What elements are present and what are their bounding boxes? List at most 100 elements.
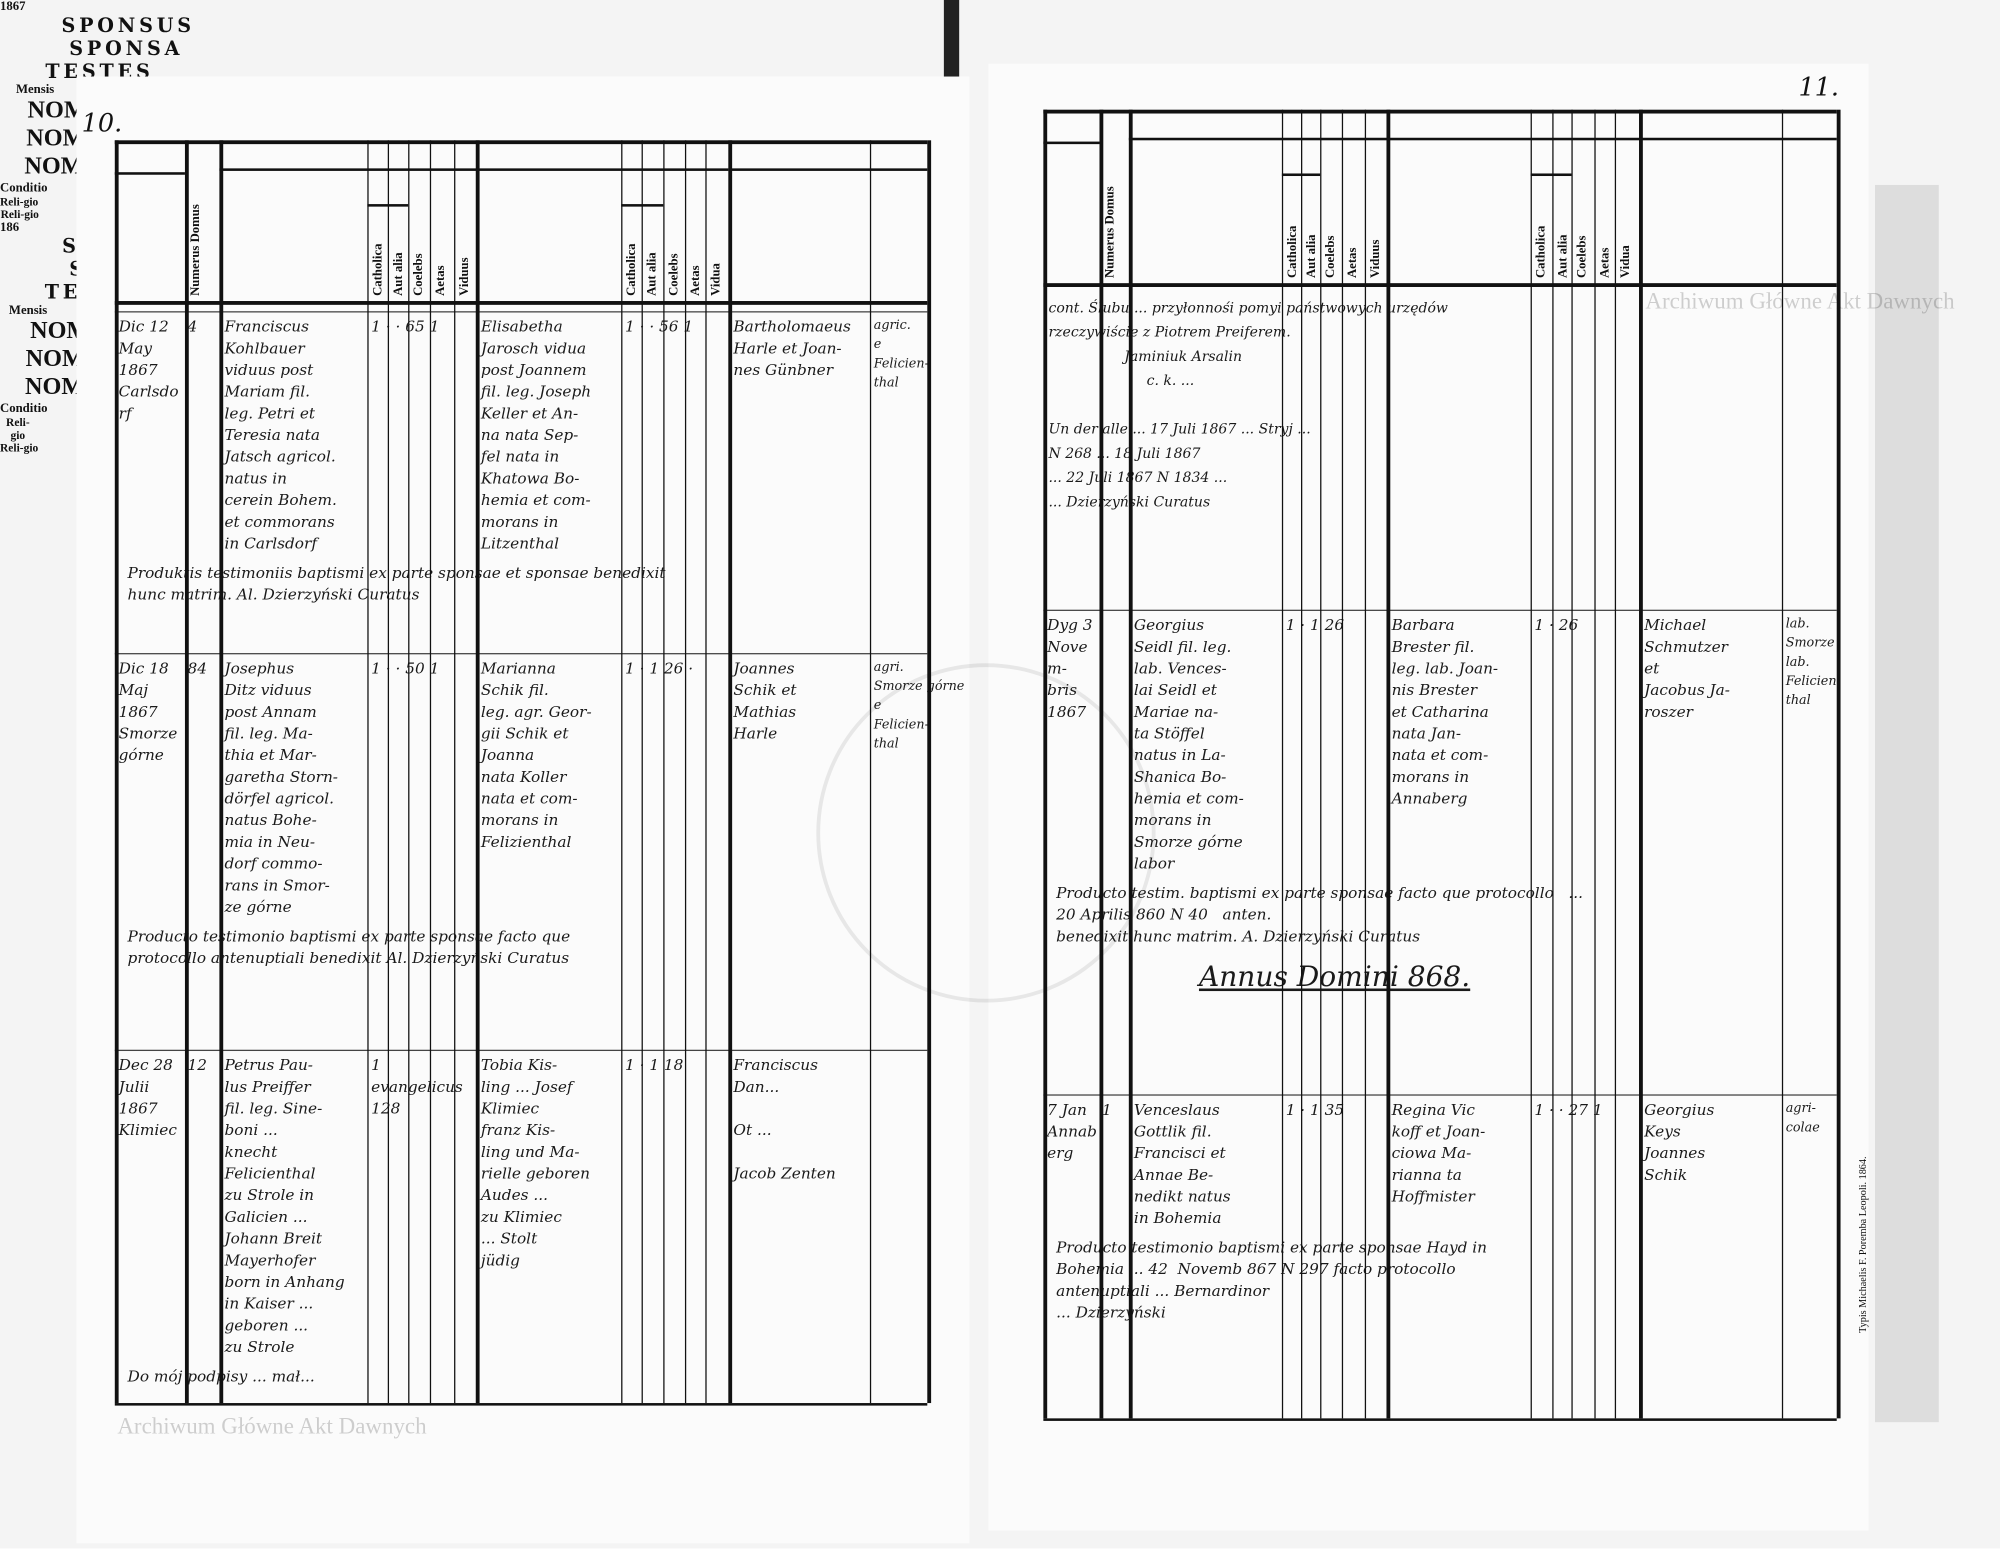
column-rule (475, 140, 480, 1404)
aetas-header: Aetas (1598, 247, 1613, 279)
column-rule (387, 140, 390, 1404)
entry-sponsus-attributes: 1 · · 65 1 (371, 317, 440, 336)
year-label: 1867 (0, 0, 26, 15)
entry-testes: Michael Schmutzer et Jacobus Ja- roszer (1644, 616, 1730, 721)
column-rule (1614, 109, 1617, 1419)
religio-header: Reli-gio (6, 415, 30, 442)
column-rule (1341, 109, 1344, 1419)
entry-marriage-note: Producto testimonio baptismi ex parte sp… (127, 927, 571, 967)
column-rule (367, 140, 369, 1404)
entry-sponsus-attributes: 1 · · 50 1 (371, 659, 440, 678)
conditio-header: Conditio (0, 401, 48, 416)
column-rule (219, 140, 224, 1404)
section-title-annus-domini: Annus Domini 868. (1198, 961, 1471, 994)
numerus-domus-header: Numerus Domus (1103, 186, 1118, 279)
coelebs-header: Coelebs (1575, 235, 1590, 279)
column-rule (869, 140, 872, 1404)
column-rule (621, 140, 623, 1404)
column-rule (184, 140, 189, 1404)
column-rule (1043, 109, 1048, 1419)
aut-alia-header: Aut alia (1556, 234, 1571, 279)
vidua-header: Vidua (1618, 245, 1633, 279)
viduus-header: Viduus (1368, 239, 1383, 279)
page-number-left: 10. (81, 107, 123, 138)
entry-rule (114, 1049, 928, 1052)
column-rule (408, 140, 410, 1404)
group-rule (219, 168, 729, 171)
coelebs-header: Coelebs (411, 253, 427, 296)
entry-testes: Bartholomaeus Harle et Joan- nes Günbner (733, 317, 851, 379)
entry-sponsus-attributes: 1 · 1 26 (1285, 616, 1345, 634)
entry-sponsus-name: Petrus Pau- lus Preiffer fil. leg. Sine-… (224, 1056, 345, 1356)
entry-testes: Georgius Keys Joannes Schik (1644, 1100, 1715, 1184)
entry-testes: Joannes Schik et Mathias Harle (733, 659, 797, 743)
entry-rule (114, 311, 928, 313)
watermark-left: Archiwum Główne Akt Dawnych (117, 1413, 427, 1439)
religio-header: Reli-gio (0, 207, 39, 221)
entry-sponsus-name: Georgius Seidl fil. leg. lab. Vences- la… (1133, 616, 1244, 873)
column-rule (1552, 109, 1554, 1419)
entry-marriage-note: Do mój podpisy ... mał... (127, 1367, 315, 1386)
entry-sponsa-attributes: 1 · · 27 1 (1534, 1100, 1603, 1119)
entry-rule (1043, 609, 1837, 611)
aut-alia-header: Aut alia (391, 252, 406, 296)
conditio-header: Conditio (0, 181, 48, 196)
column-rule (684, 140, 687, 1404)
catholica-header: Catholica (624, 243, 640, 296)
entry-mensis: Dic 18 Maj 1867 Smorze górne (118, 659, 178, 765)
entry-domus: 4 (187, 317, 198, 336)
watermark-right: Archiwum Główne Akt Dawnych (1645, 288, 1955, 314)
entry-sponsa-name: Marianna Schik fil. leg. agr. Geor- gii … (480, 659, 592, 851)
mensis-header: Mensis (15, 82, 55, 97)
religio-header: Reli-gio (0, 195, 39, 208)
catholica-header: Catholica (1285, 225, 1300, 279)
column-rule (705, 140, 707, 1404)
entry-conditio: agri. Smorze górne e Felicien- thal (873, 660, 965, 752)
column-rule (1364, 109, 1367, 1419)
aut-alia-header: Aut alia (645, 252, 660, 296)
column-rule (1836, 109, 1841, 1419)
aetas-header: Aetas (688, 265, 703, 296)
paper-tab (1874, 184, 1939, 1423)
entry-mensis: Dyg 3 Novem- bris 1867 (1047, 616, 1093, 721)
sponsus-header: SPONSUS (61, 14, 195, 37)
column-rule (1301, 109, 1303, 1419)
entry-marriage-note: Producto testimonio baptismi ex parte sp… (1056, 1238, 1488, 1322)
entry-mensis: 7 Jan Annaberg (1047, 1100, 1097, 1162)
printer-imprint: Typis Michaelis F. Poremba Leopoli. 1864… (1857, 1156, 1869, 1333)
sponsa-header: SPONSA (69, 36, 184, 60)
entry-sponsa-name: Regina Vic koff et Joan- ciowa Ma- riann… (1391, 1100, 1486, 1206)
entry-conditio: lab. Smorze lab. Felicien- thal (1785, 617, 1841, 708)
column-rule (1639, 109, 1643, 1419)
entry-marriage-note: Produktis testimoniis baptismi ex parte … (127, 563, 666, 604)
header-bottom-rule (1043, 283, 1837, 287)
table-bottom-rule (114, 1403, 928, 1406)
column-rule (1571, 109, 1573, 1419)
entry-sponsa-name: Tobia Kis- ling ... Josef Klimiec franz … (480, 1056, 590, 1270)
entry-mensis: Dic 12 May 1867 Carlsdorf (118, 317, 179, 423)
catholica-header: Catholica (1534, 225, 1549, 279)
religio-rule (1530, 173, 1572, 177)
column-rule (1128, 109, 1133, 1419)
entry-sponsa-attributes: 1 · · 56 1 (624, 317, 694, 336)
entry-domus: 12 (187, 1056, 207, 1074)
column-rule (1099, 109, 1104, 1419)
column-rule (641, 140, 643, 1404)
catholica-header: Catholica (371, 243, 386, 296)
viduus-header: Viduus (457, 257, 472, 296)
entry-domus: 1 (1102, 1100, 1112, 1119)
page-number-right: 11. (1798, 71, 1840, 103)
table-bottom-rule (1043, 1418, 1837, 1421)
entry-sponsa-attributes: 1 · 1 18 (624, 1056, 684, 1074)
aetas-header: Aetas (1345, 247, 1360, 279)
year-rule (114, 172, 185, 175)
entry-sponsus-attributes: 1 · 1 35 (1285, 1100, 1345, 1119)
column-rule (1281, 109, 1284, 1419)
column-rule (927, 140, 932, 1404)
entry-sponsus-name: Josephus Ditz viduus post Annam fil. leg… (224, 659, 338, 916)
year-rule (1043, 141, 1100, 145)
entry-sponsus-name: Venceslaus Gottlik fil. Francisci et Ann… (1133, 1100, 1231, 1228)
column-rule (663, 140, 665, 1404)
binding-edge (943, 0, 960, 77)
